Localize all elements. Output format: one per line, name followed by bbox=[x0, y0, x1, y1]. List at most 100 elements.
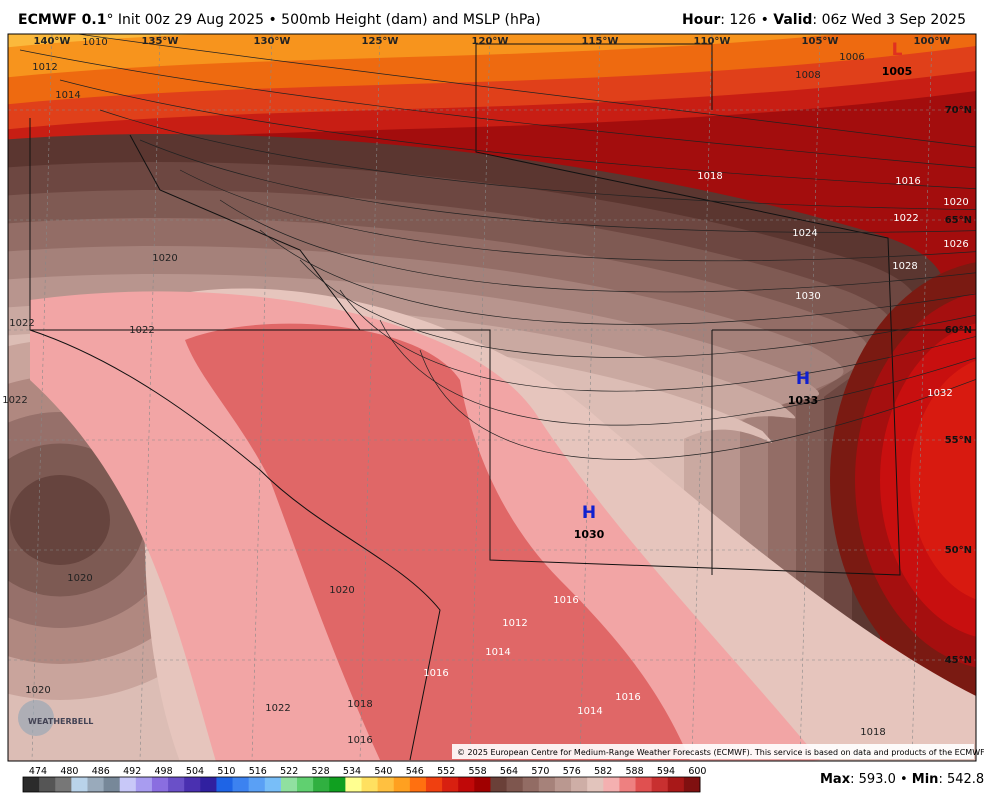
colorbar-swatch bbox=[361, 777, 379, 792]
isobar-label: 1020 bbox=[943, 197, 968, 208]
colorbar-label: 546 bbox=[406, 766, 424, 777]
colorbar-swatch bbox=[232, 777, 250, 792]
latitude-label: 70°N bbox=[945, 105, 972, 116]
isobar bbox=[259, 229, 976, 325]
colorbar-label: 510 bbox=[217, 766, 235, 777]
isobar bbox=[75, 34, 976, 148]
isobar-label: 1016 bbox=[895, 176, 920, 187]
isobar-label: 1018 bbox=[860, 727, 885, 738]
colorbar-label: 492 bbox=[123, 766, 141, 777]
logo: WEATHERBELL bbox=[28, 717, 93, 726]
isobar-label: 1026 bbox=[943, 239, 968, 250]
longitude-label: 115°W bbox=[582, 36, 619, 47]
stats: Max: 593.0 • Min: 542.8 bbox=[820, 772, 984, 787]
colorbar-label: 516 bbox=[249, 766, 267, 777]
isobar-label: 1022 bbox=[2, 395, 27, 406]
longitude-label: 135°W bbox=[142, 36, 179, 47]
colorbar-swatch bbox=[635, 777, 653, 792]
colorbar-label: 534 bbox=[343, 766, 361, 777]
colorbar-swatch bbox=[151, 777, 169, 792]
colorbar-label: 594 bbox=[657, 766, 675, 777]
isobar bbox=[59, 79, 976, 190]
colorbar-swatch bbox=[425, 777, 443, 792]
max-label: Max bbox=[820, 772, 851, 787]
colorbar-label: 564 bbox=[500, 766, 518, 777]
isobar bbox=[179, 169, 976, 262]
colorbar-swatch bbox=[264, 777, 282, 792]
pressure-center: H bbox=[796, 369, 810, 389]
colorbar-swatch bbox=[168, 777, 185, 792]
longitude-label: 110°W bbox=[694, 36, 731, 47]
longitude-label: 105°W bbox=[802, 36, 839, 47]
latitude-label: 60°N bbox=[945, 325, 972, 336]
colorbar-swatch bbox=[119, 777, 137, 792]
center-value: 1033 bbox=[788, 394, 819, 407]
colorbar-label: 474 bbox=[29, 766, 47, 777]
colorbar-swatch bbox=[506, 777, 524, 792]
header-left: ECMWF 0.1° Init 00z 29 Aug 2025 • 500mb … bbox=[18, 12, 541, 28]
isobar bbox=[99, 109, 976, 210]
colorbar-label: 486 bbox=[92, 766, 110, 777]
isobar bbox=[139, 139, 976, 233]
isobar-label: 1022 bbox=[265, 703, 290, 714]
colorbar-swatch bbox=[474, 777, 491, 792]
pressure-center: H bbox=[582, 503, 596, 523]
graticule bbox=[799, 34, 821, 761]
colorbar-label: 498 bbox=[155, 766, 173, 777]
colorbar-label: 576 bbox=[563, 766, 581, 777]
graticule bbox=[359, 34, 381, 761]
longitude-label: 120°W bbox=[472, 36, 509, 47]
isobar bbox=[339, 289, 976, 392]
model: ECMWF 0.1 bbox=[18, 12, 107, 28]
isobar-label: 1030 bbox=[795, 291, 820, 302]
colorbar-label: 600 bbox=[688, 766, 706, 777]
latitude-label: 45°N bbox=[945, 655, 972, 666]
min-label: Min bbox=[911, 772, 939, 787]
center-value: 1030 bbox=[574, 528, 605, 541]
isobar-label: 1014 bbox=[55, 90, 80, 101]
copyright: © 2025 European Centre for Medium-Range … bbox=[457, 748, 984, 757]
latitude-label: 55°N bbox=[945, 435, 972, 446]
colorbar-swatch bbox=[442, 777, 459, 792]
isobar-label: 1024 bbox=[792, 228, 817, 239]
colorbar-label: 522 bbox=[280, 766, 298, 777]
logo-mark bbox=[18, 700, 54, 736]
colorbar-swatch bbox=[571, 777, 588, 792]
colorbar-swatch bbox=[603, 777, 620, 792]
isobar-label: 1008 bbox=[795, 70, 820, 81]
graticule bbox=[251, 34, 273, 761]
hour-value: : 126 • bbox=[720, 12, 774, 28]
colorbar-swatch bbox=[216, 777, 234, 792]
colorbar-swatch bbox=[458, 777, 475, 792]
isobar-label: 1028 bbox=[892, 261, 917, 272]
colorbar-swatch bbox=[248, 777, 266, 792]
header-right: Hour: 126 • Valid: 06z Wed 3 Sep 2025 bbox=[682, 12, 966, 28]
pressure-center: L bbox=[892, 40, 903, 60]
isobar-label: 1018 bbox=[347, 699, 372, 710]
graticule bbox=[139, 34, 161, 761]
isobar-label: 1022 bbox=[893, 213, 918, 224]
isobar-label: 1020 bbox=[67, 573, 92, 584]
isobar bbox=[299, 259, 976, 358]
colorbar-label: 558 bbox=[469, 766, 487, 777]
graticule bbox=[579, 34, 601, 761]
colorbar-label: 582 bbox=[594, 766, 612, 777]
colorbar-swatch bbox=[297, 777, 314, 792]
colorbar-swatch bbox=[200, 777, 217, 792]
isobar-label: 1006 bbox=[839, 52, 864, 63]
colorbar-swatch bbox=[683, 777, 701, 792]
band bbox=[10, 475, 110, 565]
colorbar-label: 552 bbox=[437, 766, 455, 777]
band bbox=[185, 323, 690, 760]
colorbar-swatch bbox=[184, 777, 201, 792]
isobar-label: 1016 bbox=[553, 595, 578, 606]
graticule bbox=[911, 34, 933, 761]
colorbar-swatch bbox=[393, 777, 411, 792]
isobar-label: 1016 bbox=[423, 668, 448, 679]
colorbar-swatch bbox=[55, 777, 72, 792]
colorbar-swatch bbox=[135, 777, 153, 792]
border bbox=[29, 43, 976, 576]
colorbar-swatch bbox=[87, 777, 105, 792]
colorbar-swatch bbox=[554, 777, 572, 792]
